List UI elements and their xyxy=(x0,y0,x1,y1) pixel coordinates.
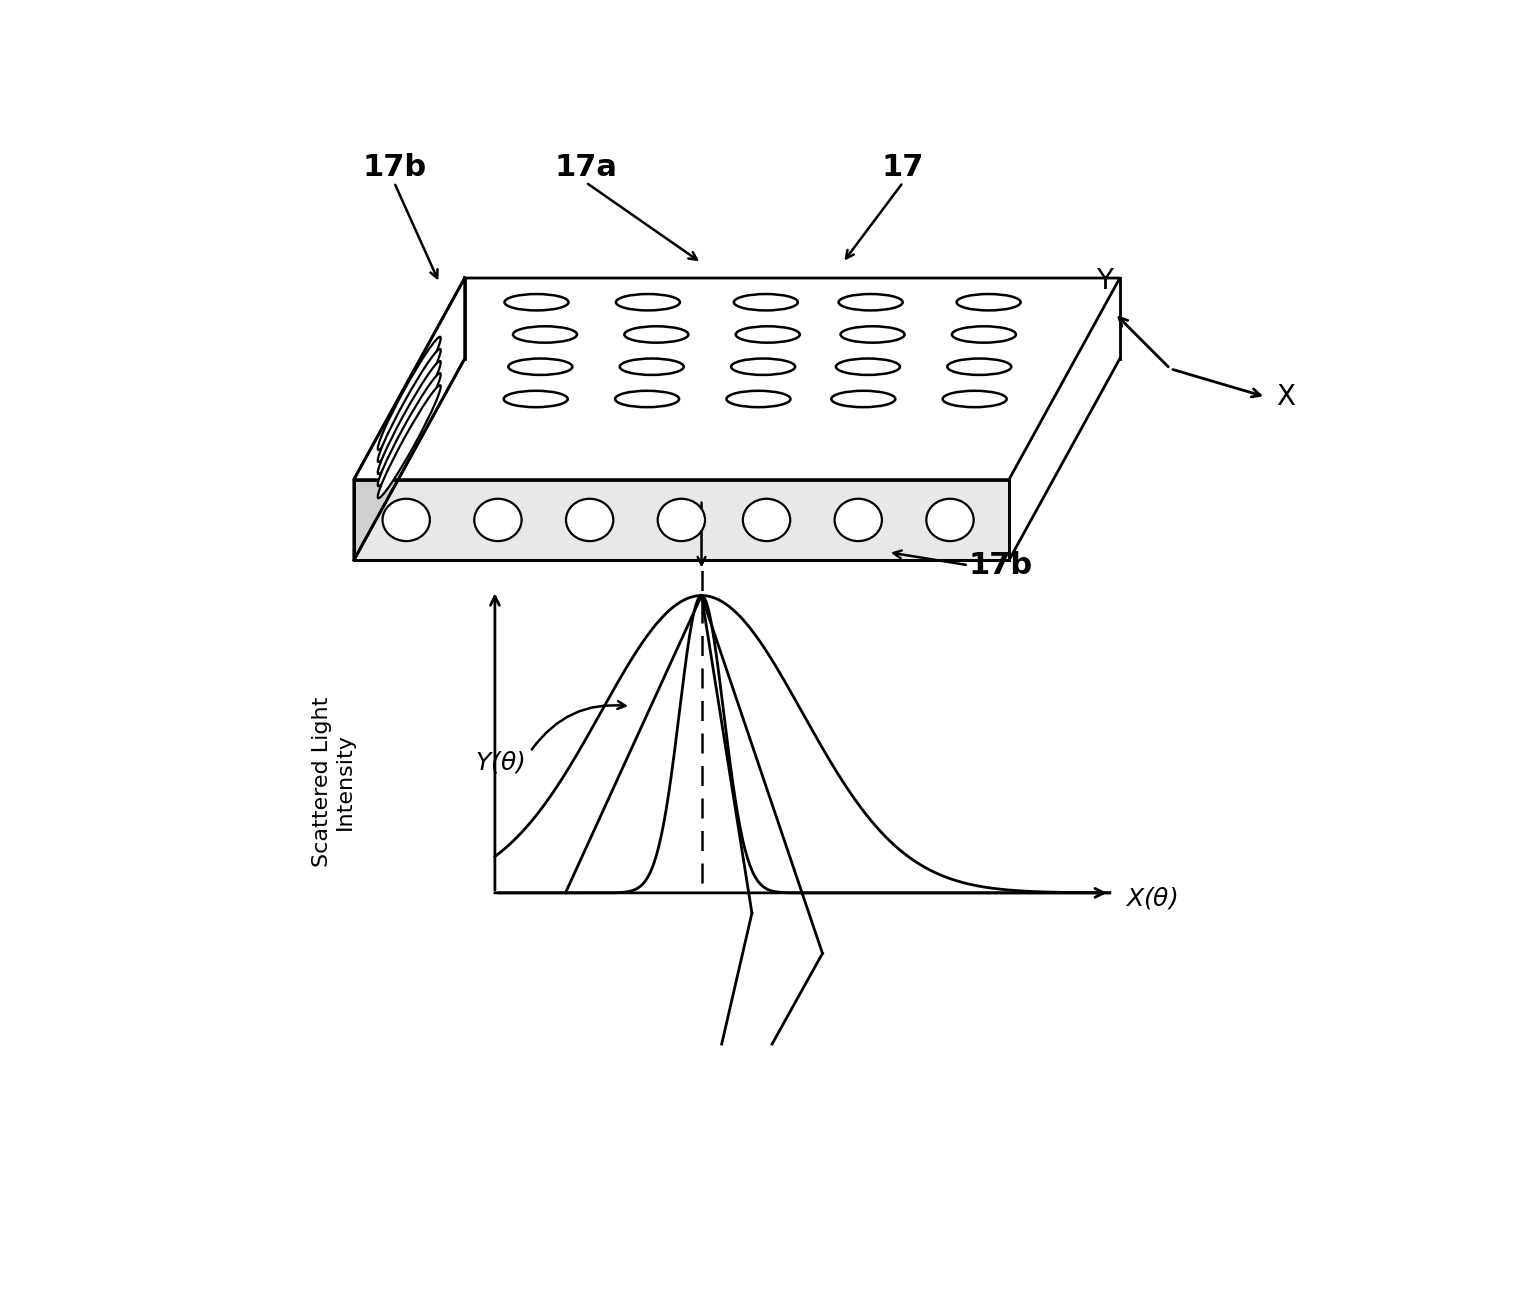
Polygon shape xyxy=(353,278,1120,479)
Text: 17: 17 xyxy=(882,153,925,182)
Text: X: X xyxy=(1276,384,1295,411)
Ellipse shape xyxy=(508,359,573,374)
Ellipse shape xyxy=(736,326,800,343)
Ellipse shape xyxy=(731,359,796,374)
Ellipse shape xyxy=(734,295,797,310)
Ellipse shape xyxy=(943,391,1006,407)
Ellipse shape xyxy=(624,326,688,343)
Ellipse shape xyxy=(727,391,791,407)
Ellipse shape xyxy=(504,391,568,407)
Ellipse shape xyxy=(619,359,684,374)
Ellipse shape xyxy=(952,326,1015,343)
Ellipse shape xyxy=(616,295,680,310)
Polygon shape xyxy=(353,278,465,560)
Ellipse shape xyxy=(657,499,705,541)
Ellipse shape xyxy=(957,295,1020,310)
Ellipse shape xyxy=(378,336,441,450)
Text: 17b: 17b xyxy=(969,551,1032,580)
Ellipse shape xyxy=(836,359,900,374)
Text: X($\theta$): X($\theta$) xyxy=(1124,885,1177,911)
Ellipse shape xyxy=(378,385,441,499)
Text: 17a: 17a xyxy=(554,153,617,182)
Ellipse shape xyxy=(378,373,441,486)
Ellipse shape xyxy=(378,361,441,474)
Ellipse shape xyxy=(475,499,522,541)
Ellipse shape xyxy=(839,295,903,310)
Text: Y: Y xyxy=(1097,267,1114,295)
Text: 17b: 17b xyxy=(362,153,425,182)
Ellipse shape xyxy=(831,391,895,407)
Ellipse shape xyxy=(378,350,441,462)
Ellipse shape xyxy=(743,499,790,541)
Ellipse shape xyxy=(504,295,568,310)
Ellipse shape xyxy=(382,499,430,541)
Ellipse shape xyxy=(834,499,882,541)
Text: Scattered Light
Intensity: Scattered Light Intensity xyxy=(312,696,355,867)
Ellipse shape xyxy=(614,391,679,407)
Polygon shape xyxy=(353,479,1009,560)
Ellipse shape xyxy=(926,499,974,541)
Ellipse shape xyxy=(840,326,905,343)
Ellipse shape xyxy=(565,499,613,541)
Ellipse shape xyxy=(513,326,578,343)
Ellipse shape xyxy=(948,359,1011,374)
Text: Y($\theta$): Y($\theta$) xyxy=(475,749,525,775)
